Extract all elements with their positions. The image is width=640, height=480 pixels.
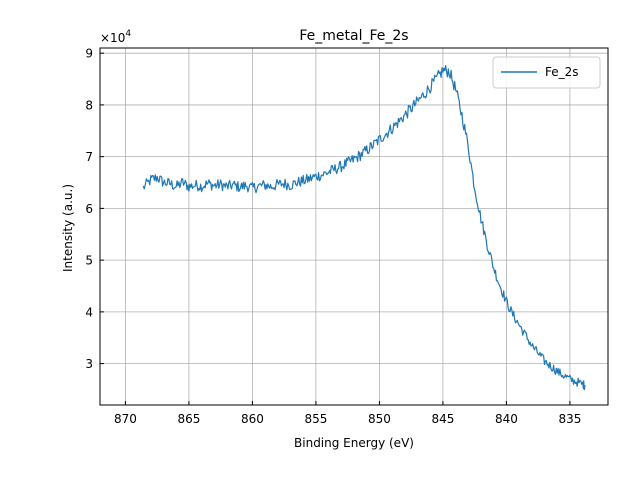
x-axis-label: Binding Energy (eV) xyxy=(294,436,414,450)
x-tick-label: 845 xyxy=(431,412,454,426)
legend: Fe_2s xyxy=(492,56,601,89)
y-scale-exponent: 4 xyxy=(125,29,131,39)
y-tick-label: 6 xyxy=(85,202,93,216)
x-tick-label: 855 xyxy=(304,412,327,426)
series-line-fe-2s xyxy=(142,64,586,390)
series-group xyxy=(142,64,586,390)
y-scale-base: ×10 xyxy=(100,31,125,45)
x-tick-label: 840 xyxy=(495,412,518,426)
y-axis: 3 4 5 6 7 8 9 xyxy=(85,47,104,371)
y-tick-label: 7 xyxy=(85,150,93,164)
y-scale-multiplier: ×104 xyxy=(100,29,131,45)
x-tick-label: 865 xyxy=(177,412,200,426)
grid xyxy=(100,48,608,405)
x-tick-label: 850 xyxy=(368,412,391,426)
y-tick-label: 4 xyxy=(85,305,93,319)
x-tick-label: 835 xyxy=(558,412,581,426)
chart-title: Fe_metal_Fe_2s xyxy=(299,28,408,44)
x-axis: 870 865 860 855 850 845 840 835 xyxy=(114,401,581,426)
x-tick-label: 870 xyxy=(114,412,137,426)
y-axis-label: Intensity (a.u.) xyxy=(61,184,75,272)
y-tick-label: 8 xyxy=(85,98,93,112)
y-tick-label: 9 xyxy=(85,47,93,61)
legend-frame xyxy=(492,56,601,89)
legend-label-fe-2s: Fe_2s xyxy=(545,65,579,79)
y-tick-label: 3 xyxy=(85,357,93,371)
plot-frame xyxy=(99,47,609,406)
x-tick-label: 860 xyxy=(241,412,264,426)
y-tick-label: 5 xyxy=(85,254,93,268)
